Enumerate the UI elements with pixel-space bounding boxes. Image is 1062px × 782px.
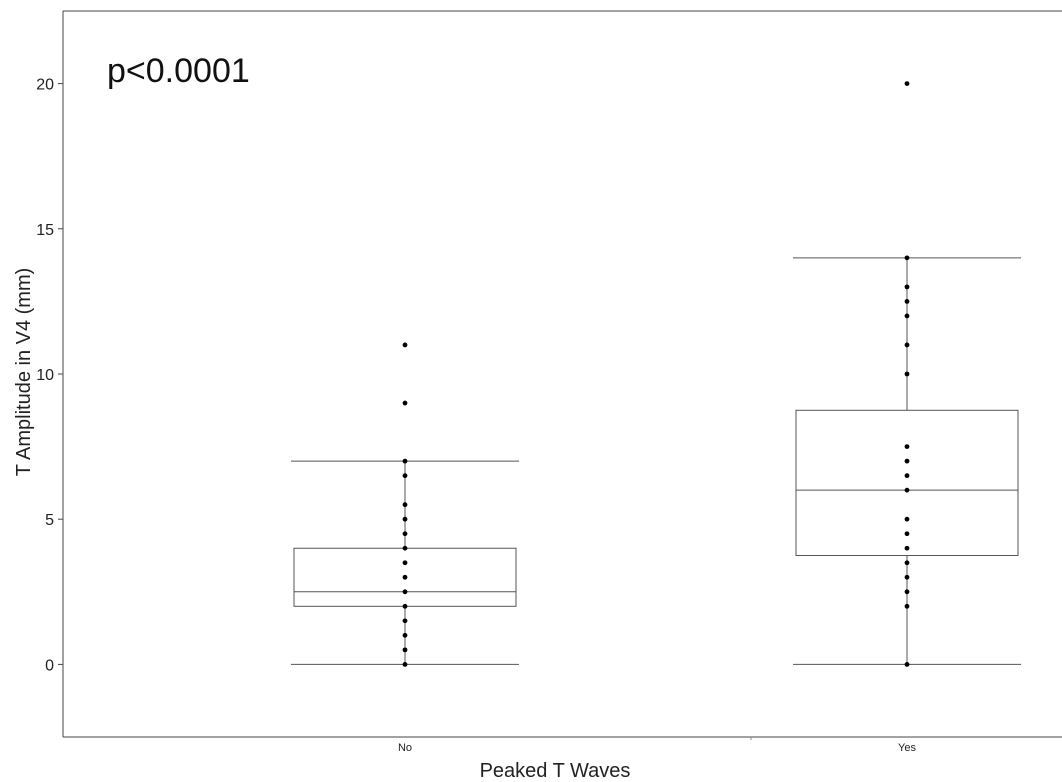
- data-point-no: [402, 647, 408, 653]
- y-tick-label: 0: [45, 657, 54, 674]
- y-axis: 0 5 10 15 20: [36, 77, 63, 674]
- y-tick-label: 10: [36, 367, 54, 384]
- data-point-no: [402, 618, 408, 624]
- data-point-yes: [904, 531, 910, 537]
- data-point-yes: [904, 299, 910, 304]
- data-point-yes: [904, 574, 910, 580]
- data-point-yes: [904, 444, 910, 449]
- data-point-yes: [904, 284, 910, 290]
- data-point-no: [402, 473, 408, 479]
- x-axis: No Yes: [398, 737, 916, 754]
- data-point-yes: [904, 313, 910, 319]
- data-point-no: [402, 545, 408, 551]
- y-tick-label: 20: [36, 77, 54, 94]
- data-point-no: [402, 400, 408, 406]
- data-point-no: [402, 603, 408, 609]
- data-point-yes: [904, 255, 910, 261]
- p-value-annotation: p<0.0001: [107, 52, 250, 90]
- data-point-yes: [904, 560, 910, 566]
- y-tick-label: 15: [36, 222, 54, 239]
- data-point-no: [402, 531, 408, 537]
- y-tick-label: 5: [45, 512, 54, 529]
- data-point-yes: [904, 662, 910, 667]
- box-series: [291, 257, 1021, 665]
- data-point-yes: [904, 473, 910, 479]
- data-point-yes: [904, 487, 910, 493]
- x-axis-title: Peaked T Waves: [480, 760, 631, 782]
- data-point-yes: [904, 589, 910, 595]
- data-point-yes: [904, 81, 910, 86]
- data-points: [402, 81, 910, 667]
- data-point-no: [402, 516, 408, 522]
- data-point-no: [402, 574, 408, 580]
- data-point-no: [402, 662, 408, 667]
- iqr-box: [795, 409, 1019, 556]
- data-point-yes: [904, 371, 910, 377]
- x-tick-label: No: [398, 742, 412, 754]
- x-tick-label: Yes: [898, 742, 916, 754]
- y-axis-title: T Amplitude in V4 (mm): [13, 268, 35, 477]
- data-point-no: [402, 560, 408, 566]
- data-point-no: [402, 458, 408, 464]
- data-point-yes: [904, 603, 910, 609]
- box-yes: [793, 257, 1021, 665]
- data-point-no: [402, 632, 408, 638]
- plot-frame: [62, 10, 1062, 738]
- data-point-no: [402, 342, 408, 348]
- data-point-no: [402, 502, 408, 508]
- data-point-yes: [904, 342, 910, 348]
- data-point-yes: [904, 458, 910, 464]
- data-point-no: [402, 589, 408, 595]
- data-point-yes: [904, 516, 910, 522]
- data-point-yes: [904, 545, 910, 551]
